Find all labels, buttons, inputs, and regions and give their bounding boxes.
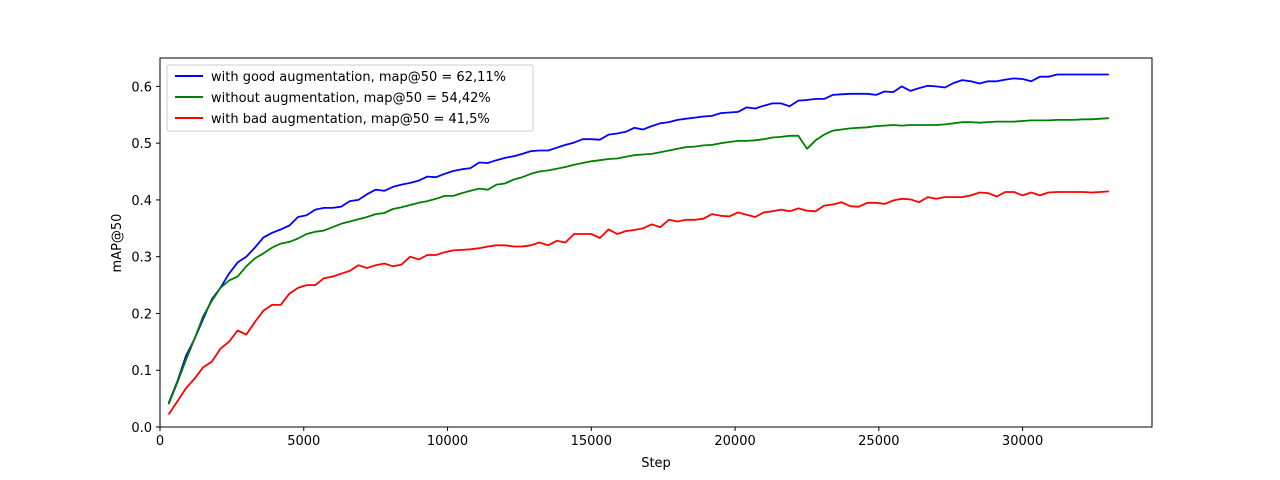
x-tick-label: 10000 bbox=[427, 434, 468, 449]
y-tick-label: 0.6 bbox=[131, 80, 152, 95]
legend-label-bad-augmentation: with bad augmentation, map@50 = 41,5% bbox=[211, 112, 490, 127]
legend-box bbox=[166, 64, 534, 132]
legend: with good augmentation, map@50 = 62,11% … bbox=[166, 64, 534, 132]
series-line-bad-augmentation bbox=[167, 190, 1109, 416]
plot-frame bbox=[159, 57, 1153, 428]
legend-label-good-augmentation: with good augmentation, map@50 = 62,11% bbox=[211, 70, 506, 85]
y-axis-ticks: 0.0 0.1 0.2 0.3 0.4 0.5 0.6 bbox=[131, 80, 160, 436]
legend-label-no-augmentation: without augmentation, map@50 = 54,42% bbox=[211, 91, 491, 106]
x-tick-label: 25000 bbox=[858, 434, 899, 449]
y-tick-label: 0.1 bbox=[131, 364, 152, 379]
series-line-no-augmentation bbox=[167, 117, 1109, 405]
x-tick-label: 0 bbox=[156, 434, 164, 449]
y-tick-label: 0.4 bbox=[131, 194, 152, 209]
x-tick-label: 30000 bbox=[1002, 434, 1043, 449]
y-tick-label: 0.0 bbox=[131, 421, 152, 436]
y-tick-label: 0.2 bbox=[131, 307, 152, 322]
x-tick-label: 15000 bbox=[571, 434, 612, 449]
series-lines bbox=[167, 73, 1109, 416]
x-axis-ticks: 0 5000 10000 15000 20000 25000 30000 bbox=[156, 427, 1043, 449]
y-tick-label: 0.3 bbox=[131, 251, 152, 266]
x-tick-label: 5000 bbox=[287, 434, 320, 449]
x-tick-label: 20000 bbox=[714, 434, 755, 449]
x-axis-label: Step bbox=[641, 456, 671, 471]
y-axis-label: mAP@50 bbox=[110, 214, 125, 273]
series-line-good-augmentation bbox=[167, 73, 1109, 404]
y-tick-label: 0.5 bbox=[131, 137, 152, 152]
